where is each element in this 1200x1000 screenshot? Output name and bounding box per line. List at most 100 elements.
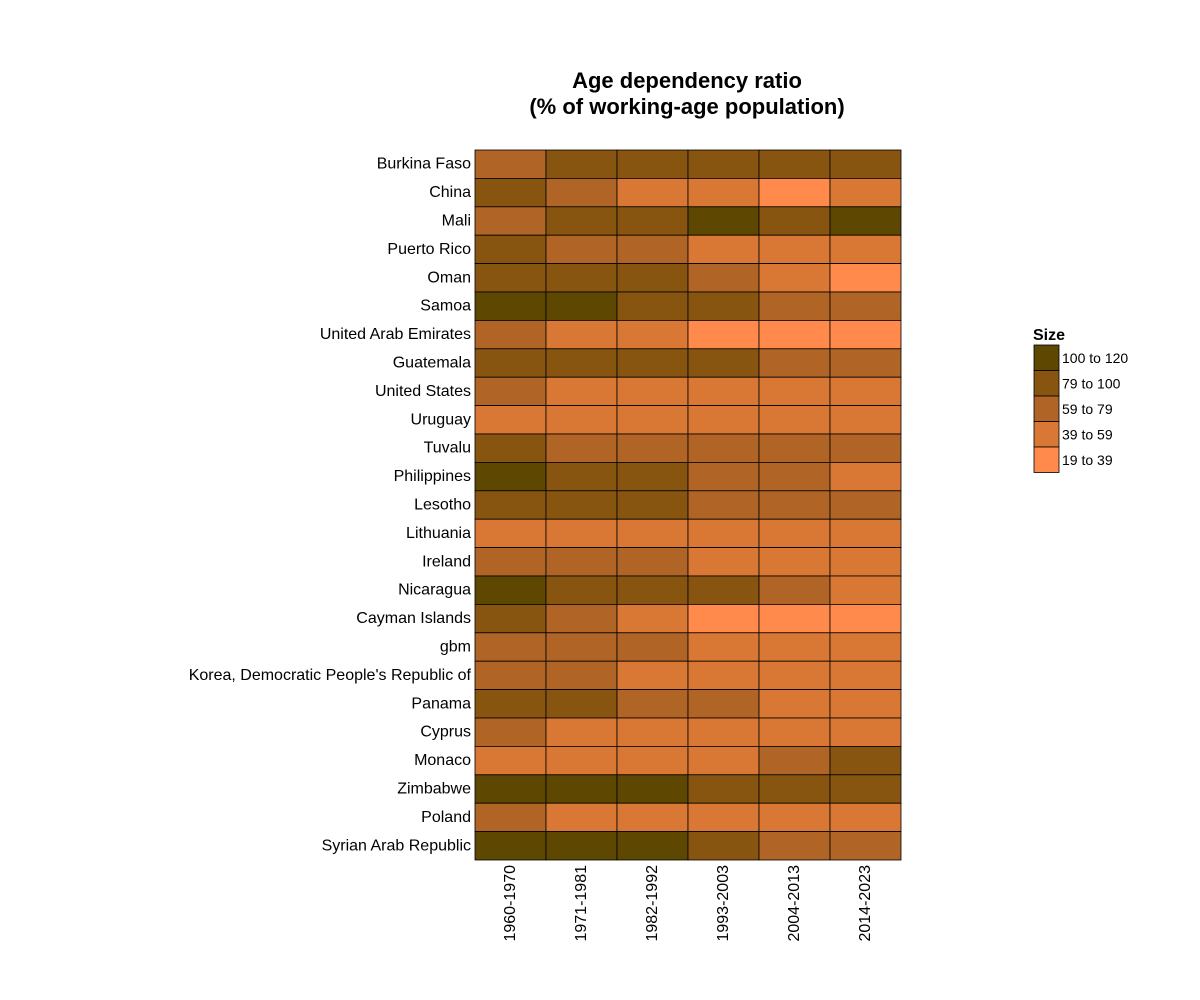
- legend: Size 100 to 120 79 to 100 59 to 79 39 to 59 1…: [1033, 327, 1128, 473]
- heatmap-cell-cyprus-1982-1992: [616, 717, 689, 747]
- heatmap-cell-mali-2004-2013: [758, 206, 831, 236]
- heatmap-cell-tuvalu-1993-2003: [687, 433, 760, 463]
- heatmap-cell-philippines-1982-1992: [616, 461, 689, 492]
- heatmap-cell-nicaragua-1993-2003: [687, 575, 760, 605]
- heatmap-cell-mali-1982-1992: [616, 206, 689, 236]
- heatmap-cell-burkina-faso-1960-1970: [474, 149, 547, 179]
- heatmap-cell-gbm-1971-1981: [545, 632, 618, 662]
- heatmap-cell-monaco-2004-2013: [758, 746, 831, 776]
- heatmap-cell-philippines-2014-2023: [829, 461, 902, 492]
- row-label-nicaragua: Nicaragua: [398, 582, 471, 599]
- heatmap-cell-korea-democratic-people-s-republic-of-1960-1970: [474, 660, 547, 691]
- heatmap-cell-poland-1993-2003: [687, 802, 760, 833]
- chart-title-line1: Age dependency ratio: [572, 68, 802, 93]
- heatmap-cell-china-2004-2013: [758, 177, 831, 208]
- heatmap-cell-guatemala-1982-1992: [616, 348, 689, 378]
- row-label-united-states: United States: [375, 383, 471, 400]
- row-label-cayman-islands: Cayman Islands: [356, 610, 471, 627]
- heatmap-cell-uruguay-2004-2013: [758, 405, 831, 435]
- heatmap-cell-panama-1971-1981: [545, 689, 618, 719]
- heatmap-cell-mali-2014-2023: [829, 206, 902, 236]
- heatmap-cell-mali-1971-1981: [545, 206, 618, 236]
- row-label-china: China: [429, 184, 471, 201]
- heatmap-cell-united-arab-emirates-1960-1970: [474, 319, 547, 350]
- heatmap-cell-korea-democratic-people-s-republic-of-2004-2013: [758, 660, 831, 691]
- heatmap-cell-cayman-islands-2004-2013: [758, 604, 831, 634]
- heatmap-cell-ireland-1971-1981: [545, 547, 618, 577]
- heatmap-cell-oman-2004-2013: [758, 263, 831, 293]
- heatmap-cell-puerto-rico-1971-1981: [545, 234, 618, 264]
- legend-swatch-59-to-79: [1033, 395, 1060, 422]
- row-label-gbm: gbm: [440, 639, 471, 656]
- heatmap-cell-philippines-1971-1981: [545, 461, 618, 492]
- heatmap-cell-ireland-1960-1970: [474, 547, 547, 577]
- heatmap-cell-tuvalu-2004-2013: [758, 433, 831, 463]
- heatmap-cell-burkina-faso-2014-2023: [829, 149, 902, 179]
- heatmap-cell-china-1993-2003: [687, 177, 760, 208]
- heatmap-cell-philippines-2004-2013: [758, 461, 831, 492]
- row-label-poland: Poland: [421, 809, 471, 826]
- legend-label-79-to-100: 79 to 100: [1062, 375, 1121, 391]
- row-label-mali: Mali: [442, 213, 471, 230]
- heatmap-cell-guatemala-2014-2023: [829, 348, 902, 378]
- heatmap-cell-oman-1971-1981: [545, 263, 618, 293]
- heatmap-cell-lesotho-2004-2013: [758, 490, 831, 520]
- heatmap-cell-china-1982-1992: [616, 177, 689, 208]
- heatmap-cell-united-states-2004-2013: [758, 376, 831, 407]
- heatmap-cell-panama-1982-1992: [616, 689, 689, 719]
- heatmap-cell-monaco-1982-1992: [616, 746, 689, 776]
- row-label-united-arab-emirates: United Arab Emirates: [320, 326, 471, 343]
- heatmap-cell-uruguay-1960-1970: [474, 405, 547, 435]
- heatmap-cell-united-states-1982-1992: [616, 376, 689, 407]
- row-label-syrian-arab-republic: Syrian Arab Republic: [322, 837, 471, 854]
- heatmap-cell-syrian-arab-republic-1971-1981: [545, 831, 618, 861]
- heatmap-cell-samoa-1982-1992: [616, 291, 689, 321]
- heatmap-cell-lithuania-1982-1992: [616, 518, 689, 549]
- heatmap-cell-united-states-2014-2023: [829, 376, 902, 407]
- heatmap-cell-united-arab-emirates-2014-2023: [829, 319, 902, 350]
- heatmap-cell-cyprus-2004-2013: [758, 717, 831, 747]
- legend-label-100-to-120: 100 to 120: [1062, 350, 1128, 366]
- heatmap-cell-lithuania-1971-1981: [545, 518, 618, 549]
- heatmap-cell-burkina-faso-1982-1992: [616, 149, 689, 179]
- heatmap-cell-nicaragua-2004-2013: [758, 575, 831, 605]
- heatmap-cell-united-arab-emirates-1993-2003: [687, 319, 760, 350]
- heatmap-cell-ireland-1982-1992: [616, 547, 689, 577]
- heatmap-cell-oman-1960-1970: [474, 263, 547, 293]
- column-labels: 1960-1970 1971-1981 1982-1992 1993-2003 2004…: [502, 865, 874, 942]
- row-label-cyprus: Cyprus: [420, 724, 471, 741]
- heatmap-cell-cyprus-2014-2023: [829, 717, 902, 747]
- heatmap-cell-tuvalu-1960-1970: [474, 433, 547, 463]
- chart-title-line2: (% of working-age population): [529, 94, 845, 119]
- row-label-monaco: Monaco: [414, 752, 471, 769]
- heatmap-cell-united-states-1993-2003: [687, 376, 760, 407]
- heatmap-cell-nicaragua-1971-1981: [545, 575, 618, 605]
- heatmap-cell-oman-1993-2003: [687, 263, 760, 293]
- heatmap-cell-guatemala-2004-2013: [758, 348, 831, 378]
- heatmap-cell-burkina-faso-1971-1981: [545, 149, 618, 179]
- heatmap-cell-guatemala-1960-1970: [474, 348, 547, 378]
- row-label-tuvalu: Tuvalu: [424, 440, 471, 457]
- heatmap-cell-gbm-1993-2003: [687, 632, 760, 662]
- heatmap-cell-gbm-2014-2023: [829, 632, 902, 662]
- column-label-2004-2013: 2004-2013: [786, 865, 803, 942]
- heatmap-cell-syrian-arab-republic-1982-1992: [616, 831, 689, 861]
- heatmap-cell-samoa-1993-2003: [687, 291, 760, 321]
- heatmap-cell-lithuania-1960-1970: [474, 518, 547, 549]
- heatmap-cell-lesotho-1982-1992: [616, 490, 689, 520]
- row-label-lithuania: Lithuania: [406, 525, 471, 542]
- heatmap-cell-syrian-arab-republic-1960-1970: [474, 831, 547, 861]
- heatmap-cell-united-arab-emirates-1982-1992: [616, 319, 689, 350]
- heatmap-cell-cayman-islands-1960-1970: [474, 604, 547, 634]
- legend-title: Size: [1033, 327, 1065, 344]
- heatmap-cell-samoa-1960-1970: [474, 291, 547, 321]
- heatmap-cell-united-arab-emirates-1971-1981: [545, 319, 618, 350]
- heatmap-cell-lesotho-2014-2023: [829, 490, 902, 520]
- heatmap-cell-samoa-2014-2023: [829, 291, 902, 321]
- column-label-1993-2003: 1993-2003: [715, 865, 732, 942]
- heatmap-cell-puerto-rico-2004-2013: [758, 234, 831, 264]
- heatmap-cell-uruguay-1971-1981: [545, 405, 618, 435]
- heatmap-cell-burkina-faso-2004-2013: [758, 149, 831, 179]
- legend-label-19-to-39: 19 to 39: [1062, 452, 1113, 468]
- heatmap-cell-mali-1960-1970: [474, 206, 547, 236]
